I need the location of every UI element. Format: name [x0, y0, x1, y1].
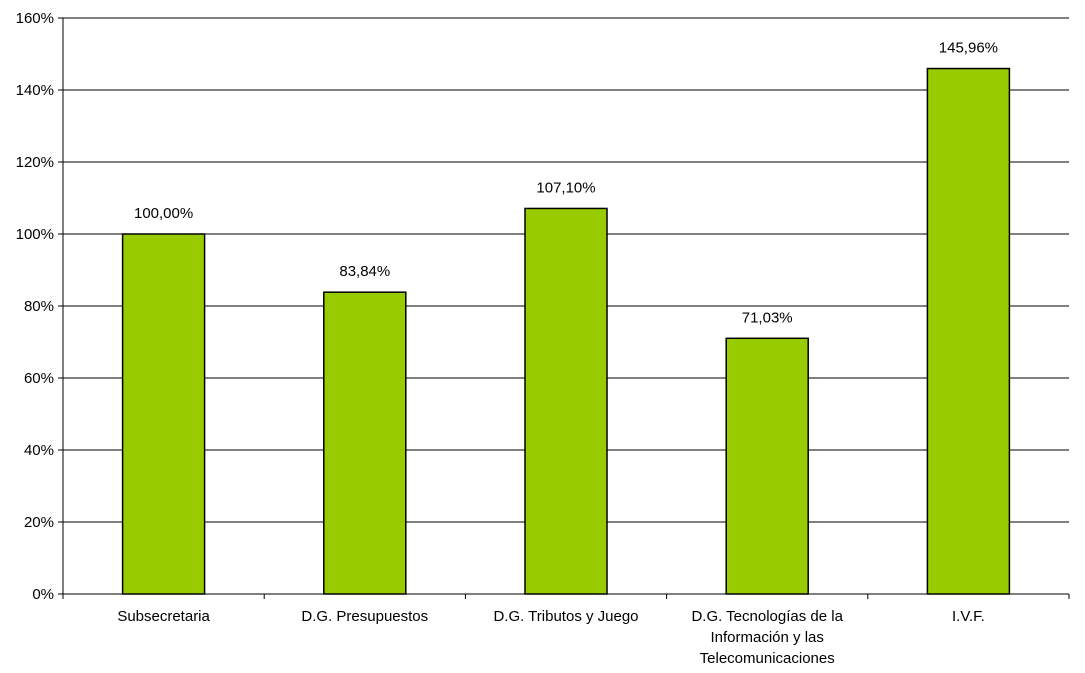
bars — [121, 67, 1011, 595]
y-tick-label: 80% — [24, 298, 54, 315]
bar — [725, 337, 809, 595]
category-label: D.G. Tecnologías de la Información y las T… — [691, 608, 843, 667]
data-label: 107,10% — [536, 179, 595, 196]
y-tick-labels: 0% 20% 40% 60% 80% 100% 120% 140% 160% — [16, 10, 54, 603]
bar — [926, 67, 1011, 595]
y-tick-label: 100% — [16, 226, 54, 243]
y-tick-label: 140% — [16, 82, 54, 99]
category-label: I.V.F. — [952, 608, 985, 625]
data-labels: 100,00% 83,84% 107,10% 71,03% 145,96% — [134, 40, 998, 327]
category-label: D.G. Tributos y Juego — [493, 608, 638, 625]
y-tick-label: 120% — [16, 154, 54, 171]
bar — [524, 207, 608, 595]
bar — [121, 233, 206, 595]
y-tick-label: 0% — [32, 586, 54, 603]
category-label: D.G. Presupuestos — [301, 608, 428, 625]
data-label: 83,84% — [339, 263, 390, 280]
y-tick-label: 60% — [24, 370, 54, 387]
category-labels: Subsecretaria D.G. Presupuestos D.G. Tribu… — [117, 608, 984, 667]
data-label: 71,03% — [742, 309, 793, 326]
y-tick-label: 160% — [16, 10, 54, 27]
y-tick-label: 40% — [24, 442, 54, 459]
data-label: 145,96% — [939, 40, 998, 57]
data-label: 100,00% — [134, 205, 193, 222]
category-label: Subsecretaria — [117, 608, 210, 625]
y-tick-label: 20% — [24, 514, 54, 531]
bar — [323, 291, 407, 595]
